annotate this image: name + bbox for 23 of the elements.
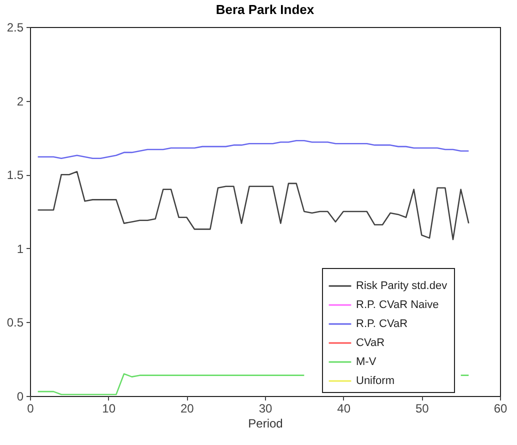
line-series xyxy=(37,171,470,240)
x-tick-label: 10 xyxy=(102,402,116,416)
legend-label: Risk Parity std.dev xyxy=(356,280,448,292)
y-tick-label: 2 xyxy=(16,94,24,108)
y-tick-label: 1.5 xyxy=(6,168,24,182)
y-tick-label: 0 xyxy=(16,390,24,404)
x-tick-label: 50 xyxy=(415,402,430,416)
x-axis-title: Period xyxy=(248,416,283,430)
chart-title: Bera Park Index xyxy=(216,2,315,17)
x-tick-label: 60 xyxy=(494,402,508,416)
x-tick-label: 40 xyxy=(337,402,351,416)
legend-label: Uniform xyxy=(356,375,395,387)
y-tick-label: 2.5 xyxy=(6,20,24,34)
legend-label: M-V xyxy=(356,356,377,368)
legend-label: CVaR xyxy=(356,337,385,349)
y-tick-label: 1 xyxy=(16,242,24,256)
x-tick-label: 0 xyxy=(27,402,34,416)
line-series xyxy=(37,140,470,160)
y-tick-label: 0.5 xyxy=(6,316,24,330)
x-tick-label: 20 xyxy=(180,402,194,416)
legend-label: R.P. CVaR xyxy=(356,318,408,330)
x-tick-label: 30 xyxy=(258,402,272,416)
legend-label: R.P. CVaR Naive xyxy=(356,299,439,311)
